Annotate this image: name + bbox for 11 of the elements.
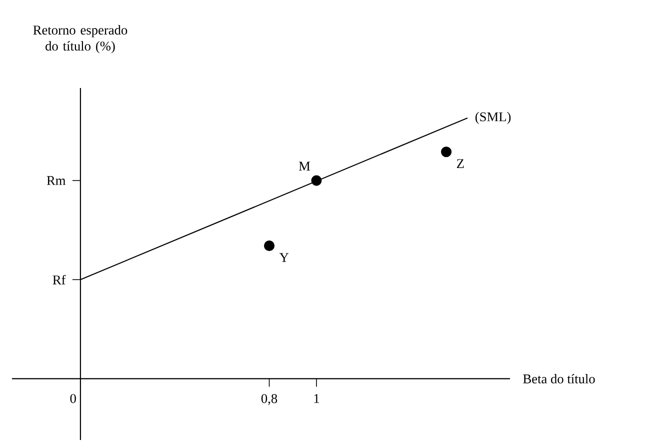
x-axis-title: Beta do título (523, 374, 595, 384)
annotation: Rf (52, 274, 66, 284)
x-tick-label: 0,8 (261, 394, 278, 406)
annotation: Y (279, 253, 289, 262)
ref-line-label: Rm (46, 176, 66, 185)
y-axis-title: Retorno esperado do título (%) (33, 25, 128, 54)
x-tick-label: 1 (314, 394, 320, 403)
series-label: (SML) (475, 112, 511, 124)
annotation: M (298, 162, 310, 171)
annotation: Z (456, 159, 464, 168)
x-tick-label: 0 (70, 394, 76, 404)
